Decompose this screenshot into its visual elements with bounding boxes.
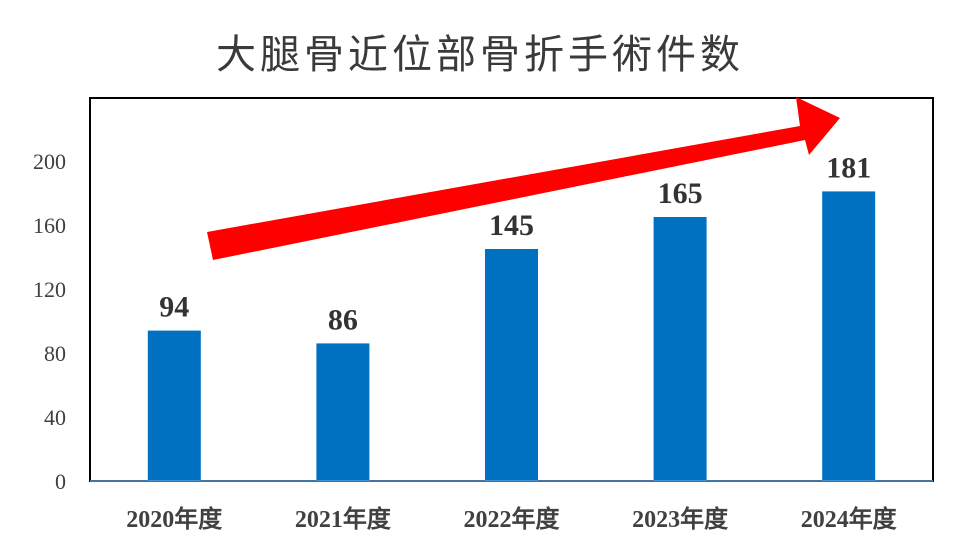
bar-3 xyxy=(485,249,538,481)
bar-5 xyxy=(822,191,876,481)
y-tick-label-0: 0 xyxy=(55,469,66,494)
bar-4 xyxy=(653,217,707,481)
data-label-3: 145 xyxy=(489,209,534,242)
y-tick-label-160: 160 xyxy=(33,213,66,238)
trend-arrow xyxy=(207,97,840,260)
y-tick-label-40: 40 xyxy=(44,405,66,430)
x-tick-label-3: 2022年度 xyxy=(464,505,561,533)
y-tick-label-120: 120 xyxy=(33,277,66,302)
x-tick-label-1: 2020年度 xyxy=(126,505,223,533)
data-label-4: 165 xyxy=(658,177,703,210)
bar-1 xyxy=(147,330,201,481)
y-tick-label-80: 80 xyxy=(44,341,66,366)
data-label-5: 181 xyxy=(826,151,871,184)
y-tick-label-200: 200 xyxy=(33,149,66,174)
data-label-1: 94 xyxy=(159,291,189,324)
bar-2 xyxy=(316,343,370,481)
x-tick-label-2: 2021年度 xyxy=(295,505,392,533)
x-tick-label-5: 2024年度 xyxy=(801,505,898,533)
data-label-2: 86 xyxy=(328,303,358,336)
chart-title: 大腿骨近位部骨折手術件数 xyxy=(216,32,744,78)
x-tick-label-4: 2023年度 xyxy=(632,505,729,533)
